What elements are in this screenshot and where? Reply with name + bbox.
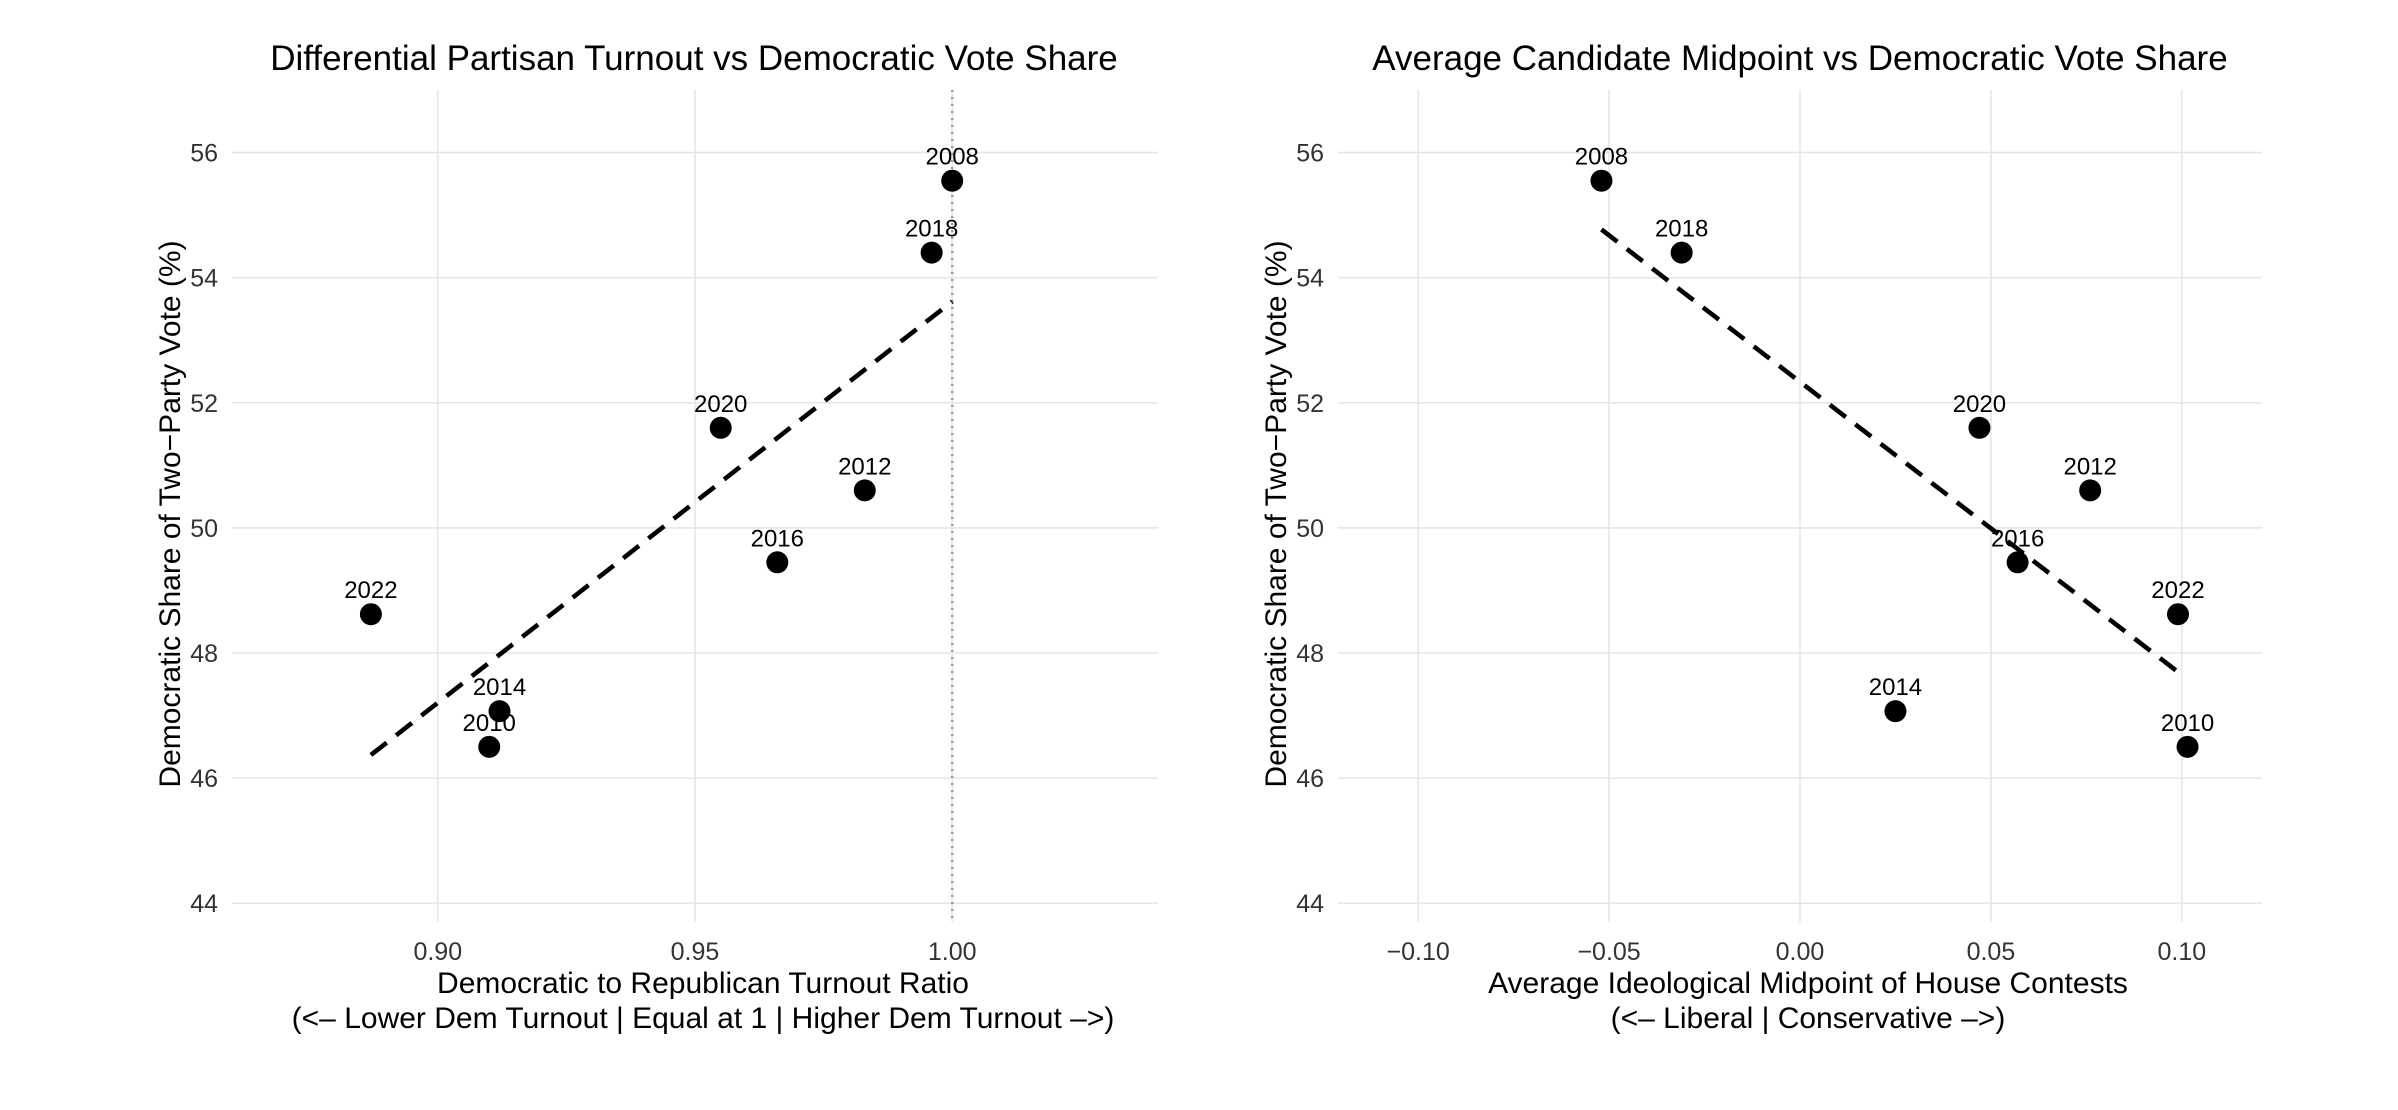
y-tick-label: 50 xyxy=(190,515,218,543)
x-axis-label: Democratic to Republican Turnout Ratio xyxy=(437,967,969,1000)
data-point-2010 xyxy=(478,735,501,758)
y-tick-label: 46 xyxy=(1296,765,1324,793)
data-point-2010 xyxy=(2176,735,2199,758)
x-tick-label: −0.10 xyxy=(1387,938,1450,966)
y-tick-label: 46 xyxy=(190,765,218,793)
x-tick-label: 0.95 xyxy=(671,938,720,966)
chart-title: Average Candidate Midpoint vs Democratic… xyxy=(1372,39,2227,78)
data-point-2008 xyxy=(1590,169,1613,192)
point-label-2018: 2018 xyxy=(1655,216,1708,243)
x-tick-label: 1.00 xyxy=(928,938,977,966)
point-label-2008: 2008 xyxy=(926,144,979,171)
trend-line xyxy=(369,299,954,757)
data-point-2022 xyxy=(359,603,382,626)
point-label-2010: 2010 xyxy=(2161,710,2214,737)
data-point-2008 xyxy=(941,169,964,192)
data-point-2022 xyxy=(2167,603,2189,626)
data-point-2016 xyxy=(766,551,789,574)
data-point-2014 xyxy=(488,700,511,723)
data-point-2018 xyxy=(920,241,943,264)
y-tick-label: 56 xyxy=(1296,140,1324,168)
x-axis-sublabel: (<– Liberal | Conservative –>) xyxy=(1611,1002,2006,1035)
point-label-2022: 2022 xyxy=(344,577,397,604)
point-label-2018: 2018 xyxy=(905,216,958,243)
point-label-2014: 2014 xyxy=(473,674,526,701)
y-tick-label: 52 xyxy=(190,390,218,418)
data-point-2016 xyxy=(2006,551,2029,574)
x-tick-label: 0.10 xyxy=(2157,938,2206,966)
data-point-2020 xyxy=(1968,416,1991,439)
y-axis-label: Democratic Share of Two−Party Vote (%) xyxy=(154,240,187,787)
point-label-2016: 2016 xyxy=(751,525,804,552)
data-point-2014 xyxy=(1884,700,1907,723)
y-tick-label: 48 xyxy=(1296,640,1324,668)
x-tick-label: 0.05 xyxy=(1967,938,2016,966)
y-tick-label: 44 xyxy=(1296,890,1324,918)
point-label-2022: 2022 xyxy=(2151,577,2204,604)
x-tick-label: 0.00 xyxy=(1776,938,1825,966)
point-label-2020: 2020 xyxy=(1953,391,2006,418)
point-label-2012: 2012 xyxy=(2063,453,2116,480)
data-point-2012 xyxy=(853,479,876,502)
point-label-2012: 2012 xyxy=(838,453,891,480)
x-axis-label: Average Ideological Midpoint of House Co… xyxy=(1488,967,2128,1000)
y-tick-label: 54 xyxy=(190,265,218,293)
point-label-2014: 2014 xyxy=(1869,674,1922,701)
point-label-2016: 2016 xyxy=(1991,525,2044,552)
point-label-2020: 2020 xyxy=(694,391,747,418)
chart-title: Differential Partisan Turnout vs Democra… xyxy=(270,39,1118,78)
y-tick-label: 44 xyxy=(190,890,218,918)
point-label-2008: 2008 xyxy=(1575,144,1628,171)
data-point-2020 xyxy=(709,416,732,439)
y-tick-label: 56 xyxy=(190,140,218,168)
y-tick-label: 54 xyxy=(1296,265,1324,293)
y-axis-label: Democratic Share of Two−Party Vote (%) xyxy=(1260,240,1293,787)
y-tick-label: 50 xyxy=(1296,515,1324,543)
y-tick-label: 52 xyxy=(1296,390,1324,418)
chart-panel-2: 44 46 48 50 52 54 56 −0.10 −0.05 0.00 0.05 0.10 2008… xyxy=(1260,39,2262,1035)
x-tick-label: −0.05 xyxy=(1577,938,1640,966)
trend-line xyxy=(1600,227,2184,677)
data-point-2012 xyxy=(2079,479,2102,502)
x-tick-label: 0.90 xyxy=(413,938,462,966)
data-point-2018 xyxy=(1670,241,1693,264)
x-axis-sublabel: (<– Lower Dem Turnout | Equal at 1 | Hig… xyxy=(292,1002,1115,1035)
y-tick-label: 48 xyxy=(190,640,218,668)
